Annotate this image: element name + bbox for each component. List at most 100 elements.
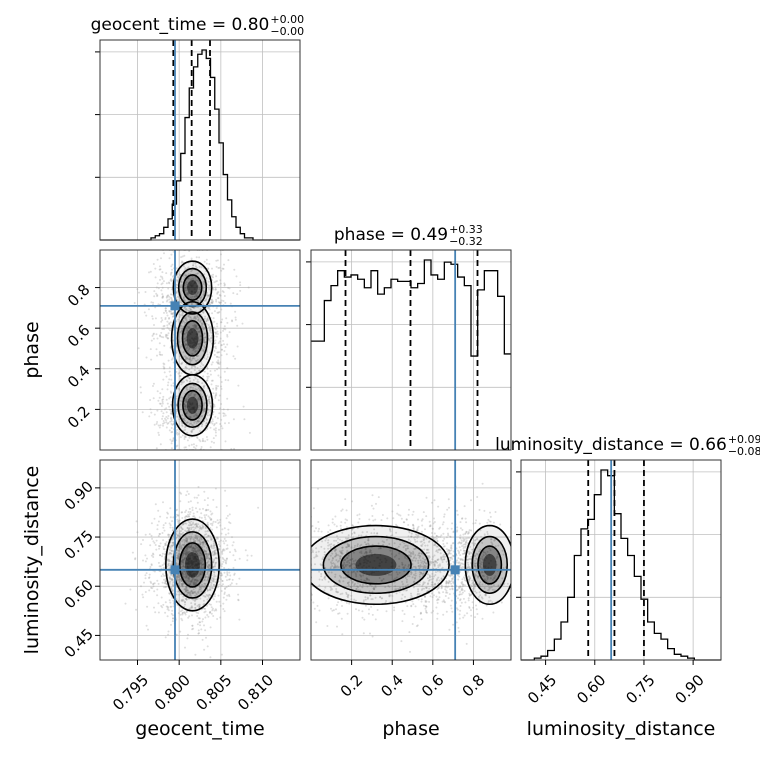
- sample-point: [427, 557, 430, 560]
- sample-point: [167, 534, 170, 537]
- sample-point: [223, 370, 226, 373]
- sample-point: [206, 427, 209, 430]
- sample-point: [169, 329, 171, 332]
- sample-point: [206, 412, 209, 415]
- sample-point: [176, 576, 179, 579]
- sample-point: [467, 575, 470, 578]
- sample-point: [414, 565, 417, 568]
- sample-point: [182, 563, 185, 566]
- sample-point: [216, 292, 219, 295]
- sample-point: [337, 541, 339, 544]
- sample-point: [181, 528, 184, 531]
- sample-point: [211, 512, 214, 515]
- sample-point: [213, 573, 216, 576]
- sample-point: [206, 555, 209, 558]
- sample-point: [187, 524, 190, 527]
- sample-point: [163, 366, 166, 369]
- sample-point: [186, 579, 189, 582]
- sample-point: [189, 537, 192, 540]
- sample-point: [410, 555, 413, 558]
- sample-point: [189, 590, 192, 593]
- sample-point: [469, 558, 472, 560]
- sample-point: [192, 264, 195, 267]
- sample-point: [180, 330, 183, 333]
- sample-point: [331, 588, 334, 591]
- sample-point: [199, 621, 202, 624]
- sample-point: [459, 558, 462, 560]
- sample-point: [426, 573, 429, 576]
- sample-point: [472, 587, 475, 590]
- sample-point: [398, 565, 401, 568]
- sample-point: [184, 553, 187, 556]
- sample-point: [196, 501, 199, 504]
- sample-point: [194, 606, 197, 609]
- sample-point: [220, 572, 223, 575]
- sample-point: [201, 322, 204, 325]
- sample-point: [419, 555, 422, 558]
- sample-point: [220, 269, 223, 272]
- sample-point: [152, 553, 155, 556]
- sample-point: [235, 582, 238, 585]
- sample-point: [335, 591, 338, 593]
- sample-point: [425, 600, 428, 603]
- sample-point: [164, 601, 167, 604]
- sample-point: [334, 515, 337, 518]
- sample-point: [182, 297, 185, 300]
- sample-point: [214, 280, 217, 283]
- sample-point: [197, 387, 200, 390]
- sample-point: [366, 578, 369, 581]
- sample-point: [219, 279, 222, 282]
- sample-point: [331, 521, 334, 524]
- sample-point: [186, 589, 189, 592]
- sample-point: [468, 594, 471, 596]
- sample-point: [194, 295, 196, 298]
- sample-point: [210, 584, 213, 586]
- sample-point: [228, 578, 231, 581]
- sample-point: [201, 324, 204, 326]
- sample-point: [163, 574, 165, 577]
- sample-point: [167, 606, 170, 609]
- sample-point: [225, 559, 228, 562]
- panel-luminosity_distance: [516, 459, 722, 661]
- sample-point: [197, 330, 200, 333]
- sample-point: [177, 372, 180, 375]
- sample-point: [362, 574, 365, 577]
- sample-point: [408, 575, 411, 578]
- sample-point: [150, 534, 153, 537]
- sample-point: [496, 555, 499, 558]
- sample-point: [191, 295, 194, 298]
- sample-point: [202, 603, 205, 606]
- sample-point: [187, 315, 190, 317]
- sample-point: [420, 552, 423, 555]
- sample-point: [169, 408, 171, 411]
- sample-point: [171, 596, 174, 599]
- sample-point: [434, 564, 436, 567]
- sample-point: [194, 534, 197, 537]
- sample-point: [181, 532, 183, 535]
- sample-point: [181, 554, 184, 557]
- sample-point: [197, 592, 200, 594]
- sample-point: [181, 598, 184, 601]
- sample-point: [467, 563, 470, 566]
- density-contour-0-3: [185, 552, 200, 578]
- sample-point: [203, 299, 206, 302]
- sample-point: [204, 595, 207, 598]
- sample-point: [189, 416, 192, 419]
- sample-point: [184, 511, 187, 514]
- sample-point: [330, 561, 332, 564]
- sample-point: [133, 302, 136, 304]
- sample-point: [435, 535, 438, 537]
- sample-point: [202, 567, 205, 569]
- sample-point: [176, 513, 178, 516]
- sample-point: [215, 506, 218, 509]
- sample-point: [219, 604, 222, 607]
- sample-point: [206, 504, 209, 507]
- sample-point: [209, 527, 212, 529]
- sample-point: [185, 522, 188, 525]
- sample-point: [196, 420, 199, 423]
- sample-point: [423, 560, 426, 563]
- sample-point: [428, 600, 431, 603]
- sample-point: [483, 533, 486, 536]
- sample-point: [183, 588, 186, 591]
- sample-point: [144, 560, 147, 563]
